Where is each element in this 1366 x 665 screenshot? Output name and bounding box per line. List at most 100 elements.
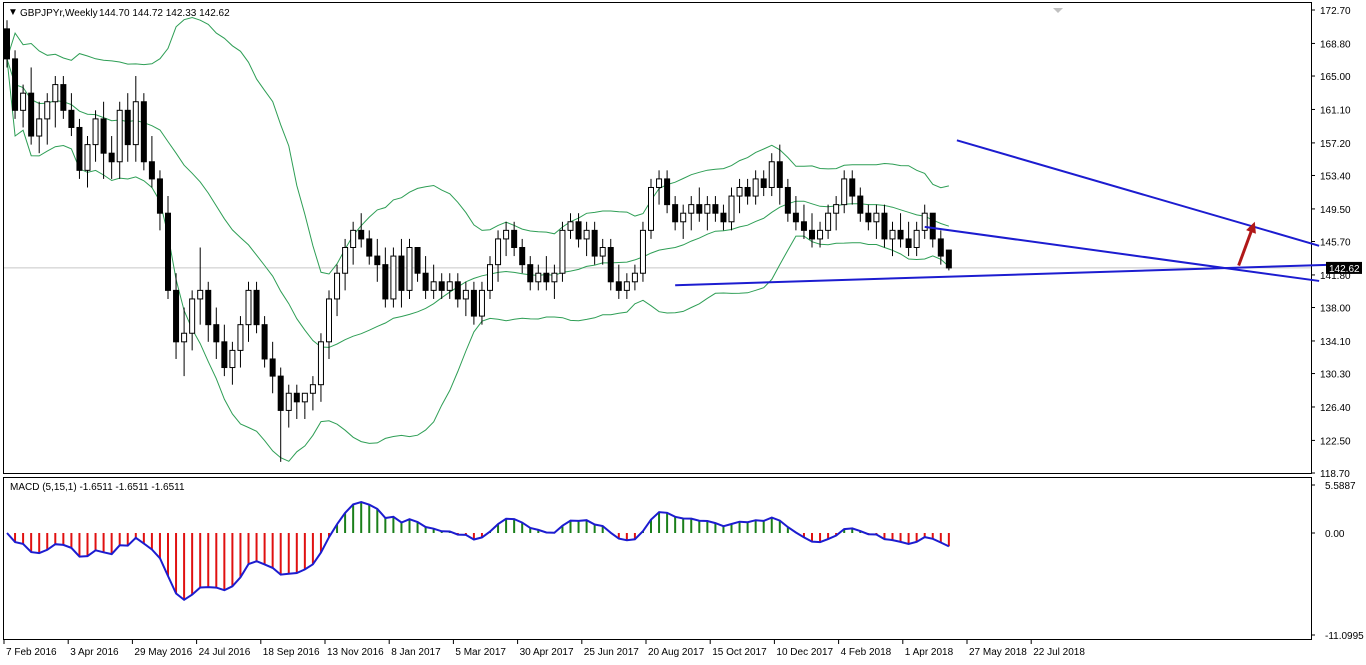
trendline-upper-wedge[interactable] (956, 139, 1320, 247)
arrow-shaft[interactable] (1237, 226, 1255, 267)
time-tick-label: 8 Jan 2017 (391, 647, 441, 658)
candle (696, 187, 703, 222)
time-tick-label: 22 Jul 2018 (1033, 647, 1085, 658)
scroll-marker-icon[interactable] (1053, 8, 1063, 13)
candle (245, 281, 252, 342)
bollinger-middle (6, 58, 950, 348)
macd-tick-label: -11.0995 (1325, 631, 1364, 642)
candles (4, 20, 952, 462)
candle (285, 384, 292, 428)
candle (301, 392, 308, 419)
price-panel-frame (3, 2, 1312, 474)
candle (334, 264, 341, 317)
candle (44, 93, 51, 145)
candle (704, 196, 711, 231)
candle (873, 204, 880, 239)
candle (446, 273, 453, 299)
trendlines[interactable] (675, 139, 1336, 287)
candle (124, 93, 131, 162)
candle (937, 230, 944, 265)
current-price-badge: 142.62 (1326, 261, 1362, 275)
price-tick-label: 149.50 (1320, 205, 1351, 216)
candle (583, 221, 590, 257)
candle (60, 76, 67, 119)
collapse-marker-icon[interactable]: ▼ (8, 7, 18, 18)
price-tick-label: 168.80 (1320, 39, 1351, 50)
time-tick-label: 10 Dec 2017 (776, 647, 833, 658)
current-price-label: 142.62 (1329, 264, 1360, 275)
price-tick-label: 118.70 (1320, 469, 1350, 480)
price-tick-label: 145.70 (1320, 238, 1351, 249)
candle (261, 316, 268, 368)
time-tick-label: 3 Apr 2016 (70, 647, 119, 658)
candle (519, 238, 526, 274)
candle (189, 290, 196, 351)
candle (317, 333, 324, 402)
candle (656, 170, 663, 205)
price-tick-label: 165.00 (1320, 72, 1351, 83)
candle (269, 341, 276, 394)
candle (615, 264, 622, 299)
bollinger-upper (6, 16, 950, 275)
candle (849, 170, 856, 205)
candle (728, 187, 735, 231)
candle (140, 93, 147, 171)
candle (567, 213, 574, 239)
candle (350, 221, 357, 265)
price-axis: 172.70 168.80 165.00 161.10 157.20 153.40 149.… (1311, 6, 1351, 480)
macd-signal-line (6, 500, 950, 602)
candle (744, 178, 751, 205)
candle (680, 204, 687, 239)
candle (503, 221, 510, 257)
arrow-head-icon[interactable] (1246, 221, 1256, 234)
bollinger-lower (6, 58, 950, 462)
candle (817, 221, 824, 248)
candle (495, 230, 502, 282)
trendline-lower-wedge[interactable] (924, 225, 1320, 282)
price-tick-label: 161.10 (1320, 105, 1351, 116)
macd-histogram (6, 500, 950, 602)
candle (205, 281, 212, 342)
candle (454, 273, 461, 308)
candle (784, 178, 791, 222)
candle (4, 20, 10, 68)
candle (921, 204, 928, 239)
candle (841, 170, 848, 214)
candle (897, 213, 904, 248)
time-tick-label: 18 Sep 2016 (263, 647, 320, 658)
candle (736, 178, 743, 214)
time-tick-label: 25 Jun 2017 (584, 647, 639, 658)
candle (390, 247, 397, 308)
candle (639, 221, 646, 282)
candle (438, 273, 445, 299)
candle (221, 324, 228, 377)
candle (277, 367, 284, 462)
candle (76, 118, 83, 179)
candle (100, 101, 107, 179)
candle (406, 238, 413, 299)
candle (648, 178, 654, 239)
time-tick-label: 30 Apr 2017 (520, 647, 574, 658)
price-tick-label: 134.10 (1320, 337, 1351, 348)
candle (527, 256, 534, 291)
time-tick-label: 29 May 2016 (134, 647, 192, 658)
time-tick-label: 13 Nov 2016 (327, 647, 384, 658)
trendline-support[interactable] (675, 263, 1336, 287)
candle (165, 196, 171, 299)
time-tick-label: 20 Aug 2017 (648, 647, 705, 658)
candle (293, 384, 300, 419)
price-tick-label: 126.40 (1320, 403, 1351, 414)
price-tick-label: 130.30 (1320, 370, 1351, 381)
price-tick-label: 172.70 (1320, 6, 1351, 17)
candle (237, 316, 244, 368)
candle (173, 273, 180, 359)
candle (12, 50, 19, 119)
price-tick-label: 153.40 (1320, 171, 1351, 182)
candle (776, 144, 783, 205)
macd-tick-label: 5.5887 (1325, 481, 1356, 492)
candle (809, 213, 815, 248)
time-tick-label: 15 Oct 2017 (712, 647, 767, 658)
candle (760, 170, 767, 197)
candle (36, 101, 43, 154)
